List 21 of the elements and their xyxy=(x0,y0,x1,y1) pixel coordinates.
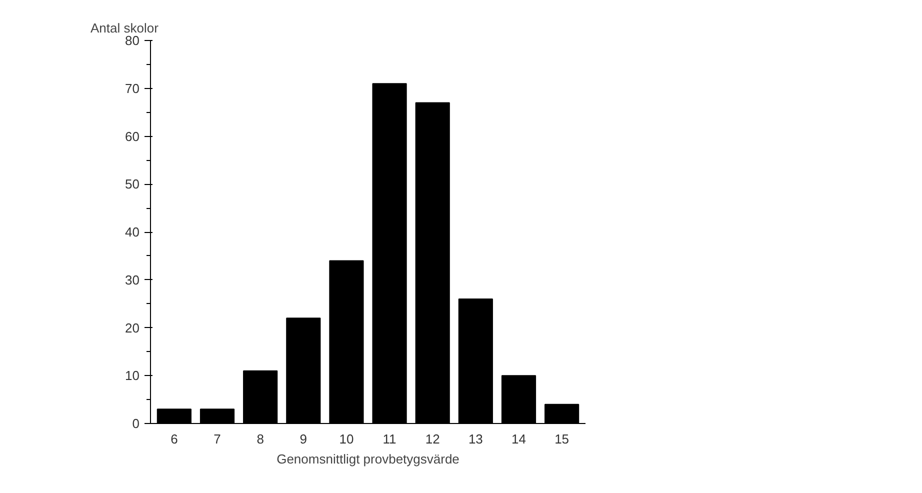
y-tick-label: 40 xyxy=(125,224,140,240)
y-tick-label: 60 xyxy=(125,128,140,144)
x-tick-label: 8 xyxy=(256,432,264,446)
y-tick-label: 20 xyxy=(125,320,140,336)
x-axis-title: Genomsnittligt provbetygsvärde xyxy=(276,452,460,466)
y-axis-title: Antal skolor xyxy=(90,20,160,36)
x-tick-label: 9 xyxy=(300,432,308,446)
x-tick-label: 13 xyxy=(468,432,483,446)
x-tick-label: 10 xyxy=(339,432,354,446)
y-tick-label: 30 xyxy=(125,272,140,288)
x-tick-label: 12 xyxy=(425,432,440,446)
y-tick-label: 10 xyxy=(125,368,140,384)
x-tick-label: 11 xyxy=(382,432,396,446)
x-tick-label: 7 xyxy=(214,432,221,446)
x-tick-label: 15 xyxy=(554,432,570,446)
x-tick-label: 14 xyxy=(512,432,526,446)
y-tick-label: 80 xyxy=(125,33,140,48)
x-tick-label: 6 xyxy=(170,432,178,446)
y-tick-label: 50 xyxy=(125,176,140,192)
y-tick-label: 0 xyxy=(132,416,140,431)
y-tick-label: 70 xyxy=(125,80,140,96)
